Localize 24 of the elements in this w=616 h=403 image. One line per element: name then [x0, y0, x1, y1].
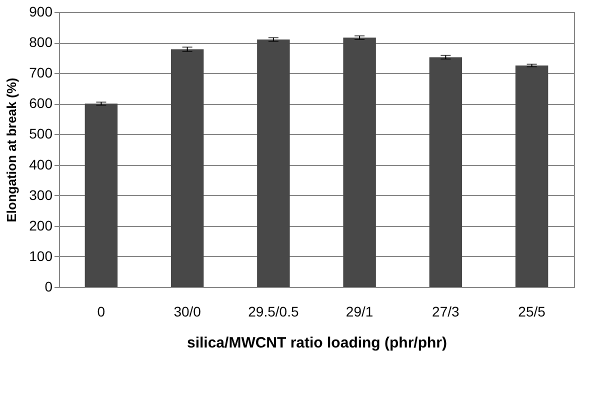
x-axis-title: silica/MWCNT ratio loading (phr/phr) — [187, 334, 447, 352]
y-tick-label: 300 — [29, 186, 53, 203]
x-tick-label: 25/5 — [518, 304, 546, 320]
bar — [343, 38, 376, 287]
y-tick-label: 600 — [29, 95, 53, 112]
bar — [257, 40, 290, 287]
bar — [170, 49, 204, 287]
x-tick-label: 30/0 — [174, 304, 202, 320]
bar — [515, 65, 548, 287]
y-axis-title: Elongation at break (%) — [4, 78, 20, 222]
x-tick-label: 0 — [97, 304, 106, 320]
y-tick-label: 500 — [29, 126, 53, 142]
x-tick-label: 27/3 — [432, 304, 460, 320]
y-tick-label: 100 — [29, 248, 53, 264]
bar — [84, 104, 118, 287]
y-tick-label: 0 — [44, 278, 53, 294]
y-tick-label: 900 — [29, 4, 53, 20]
x-tick-label: 29.5/0.5 — [248, 304, 299, 320]
y-tick-label: 700 — [29, 64, 53, 81]
y-tick-label: 200 — [29, 217, 53, 234]
y-tick-label: 400 — [29, 156, 53, 172]
y-tick-label: 800 — [29, 34, 53, 50]
bar — [429, 57, 462, 287]
x-tick-label: 29/1 — [346, 304, 374, 320]
